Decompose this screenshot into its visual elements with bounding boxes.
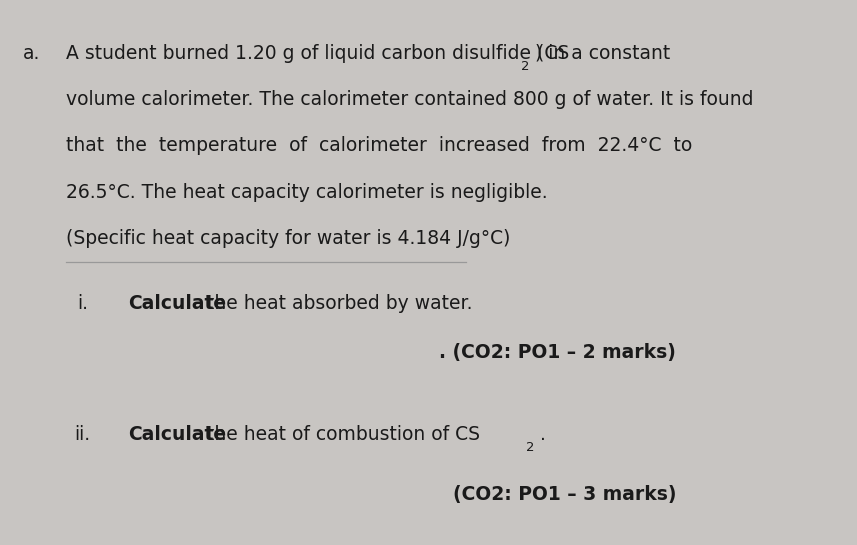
Text: that  the  temperature  of  calorimeter  increased  from  22.4°C  to: that the temperature of calorimeter incr… bbox=[66, 136, 692, 155]
Text: the heat absorbed by water.: the heat absorbed by water. bbox=[201, 294, 473, 313]
Text: A student burned 1.20 g of liquid carbon disulfide (CS: A student burned 1.20 g of liquid carbon… bbox=[66, 44, 569, 63]
Text: 2: 2 bbox=[521, 60, 530, 73]
Text: .: . bbox=[540, 425, 546, 444]
Text: Calculate: Calculate bbox=[129, 425, 226, 444]
Text: 26.5°C. The heat capacity calorimeter is negligible.: 26.5°C. The heat capacity calorimeter is… bbox=[66, 183, 548, 202]
Text: Calculate: Calculate bbox=[129, 294, 226, 313]
Text: ii.: ii. bbox=[74, 425, 90, 444]
Text: volume calorimeter. The calorimeter contained 800 g of water. It is found: volume calorimeter. The calorimeter cont… bbox=[66, 90, 753, 109]
Text: the heat of combustion of CS: the heat of combustion of CS bbox=[201, 425, 480, 444]
Text: (CO2: PO1 – 3 marks): (CO2: PO1 – 3 marks) bbox=[452, 485, 676, 504]
Text: . (CO2: PO1 – 2 marks): . (CO2: PO1 – 2 marks) bbox=[440, 343, 676, 362]
Text: a.: a. bbox=[23, 44, 40, 63]
Text: i.: i. bbox=[78, 294, 89, 313]
Text: (Specific heat capacity for water is 4.184 J/g°C): (Specific heat capacity for water is 4.1… bbox=[66, 229, 511, 248]
Text: 2: 2 bbox=[526, 441, 535, 455]
Text: ) in a constant: ) in a constant bbox=[535, 44, 670, 63]
